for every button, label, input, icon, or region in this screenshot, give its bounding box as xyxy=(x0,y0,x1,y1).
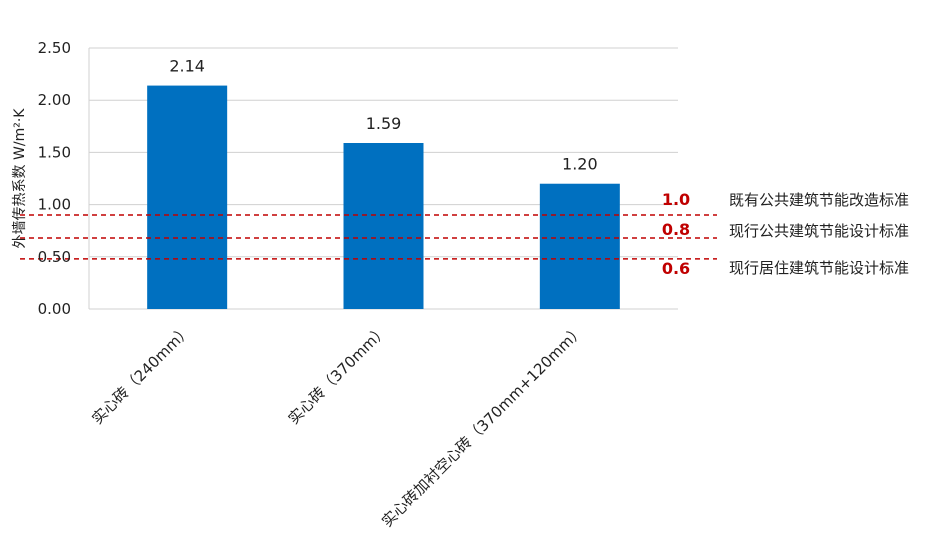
bars xyxy=(147,85,620,309)
reference-line-label: 既有公共建筑节能改造标准 xyxy=(729,191,909,209)
y-tick-label: 1.50 xyxy=(38,143,71,161)
bar xyxy=(343,143,424,309)
y-tick-label: 0.00 xyxy=(38,300,71,318)
y-axis-title: 外墙传热系数 W/m²·K xyxy=(12,108,28,249)
y-tick-label: 1.00 xyxy=(38,196,71,214)
reference-value-label: 0.8 xyxy=(662,220,690,239)
x-tick-label: 实心砖（370mm） xyxy=(285,321,392,428)
reference-value-label: 0.6 xyxy=(662,259,690,278)
y-tick-label: 2.50 xyxy=(38,39,71,57)
bar xyxy=(539,183,620,309)
x-tick-label: 实心砖加衬空心砖（370mm+120mm） xyxy=(378,321,588,531)
y-tick-label: 0.50 xyxy=(38,248,71,266)
y-tick-label: 2.00 xyxy=(38,91,71,109)
x-tick-label: 实心砖（240mm） xyxy=(88,321,195,428)
reference-value-label: 1.0 xyxy=(662,190,690,209)
bar-value-label: 2.14 xyxy=(169,57,205,76)
bar-value-label: 1.20 xyxy=(562,155,598,174)
bar xyxy=(147,85,228,309)
reference-line-label: 现行公共建筑节能设计标准 xyxy=(729,222,909,240)
reference-line-label: 现行居住建筑节能设计标准 xyxy=(729,259,909,277)
reference-lines xyxy=(20,214,717,260)
bar-value-label: 1.59 xyxy=(366,114,402,133)
